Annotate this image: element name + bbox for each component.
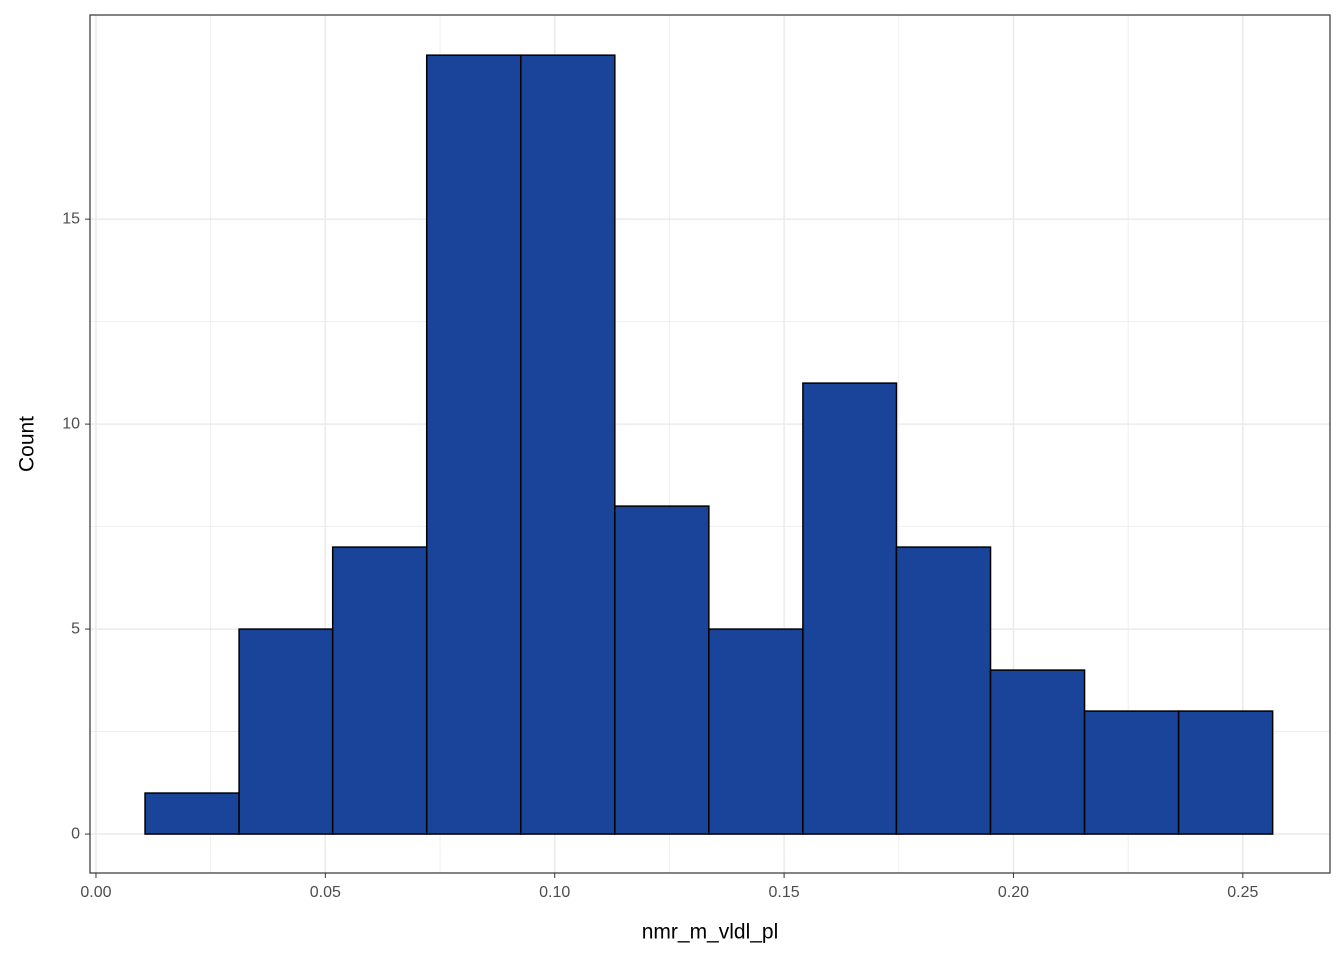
y-axis-title: Count <box>16 416 39 472</box>
y-tick-label: 0 <box>71 825 80 842</box>
y-tick-label: 10 <box>62 415 80 432</box>
bar <box>331 546 428 835</box>
x-tick-label: 0.05 <box>310 884 341 901</box>
y-tick-label: 5 <box>71 620 80 637</box>
bar <box>425 54 522 835</box>
x-tick-label: 0.15 <box>769 884 800 901</box>
bar <box>614 505 710 835</box>
x-tick-label: 0.00 <box>80 884 111 901</box>
x-tick-label: 0.25 <box>1227 884 1258 901</box>
x-axis-title: nmr_m_vldl_pl <box>642 921 779 944</box>
bar <box>520 54 616 835</box>
bar <box>895 546 992 835</box>
bar <box>1177 710 1274 835</box>
bar <box>802 382 898 835</box>
y-tick-label: 15 <box>62 210 80 227</box>
x-tick-label: 0.20 <box>998 884 1029 901</box>
bar <box>238 628 334 835</box>
bar <box>708 628 804 835</box>
x-tick-label: 0.10 <box>539 884 570 901</box>
bar <box>989 669 1086 835</box>
panel-border <box>89 14 1331 874</box>
bar <box>1083 710 1180 835</box>
bar <box>144 792 240 835</box>
